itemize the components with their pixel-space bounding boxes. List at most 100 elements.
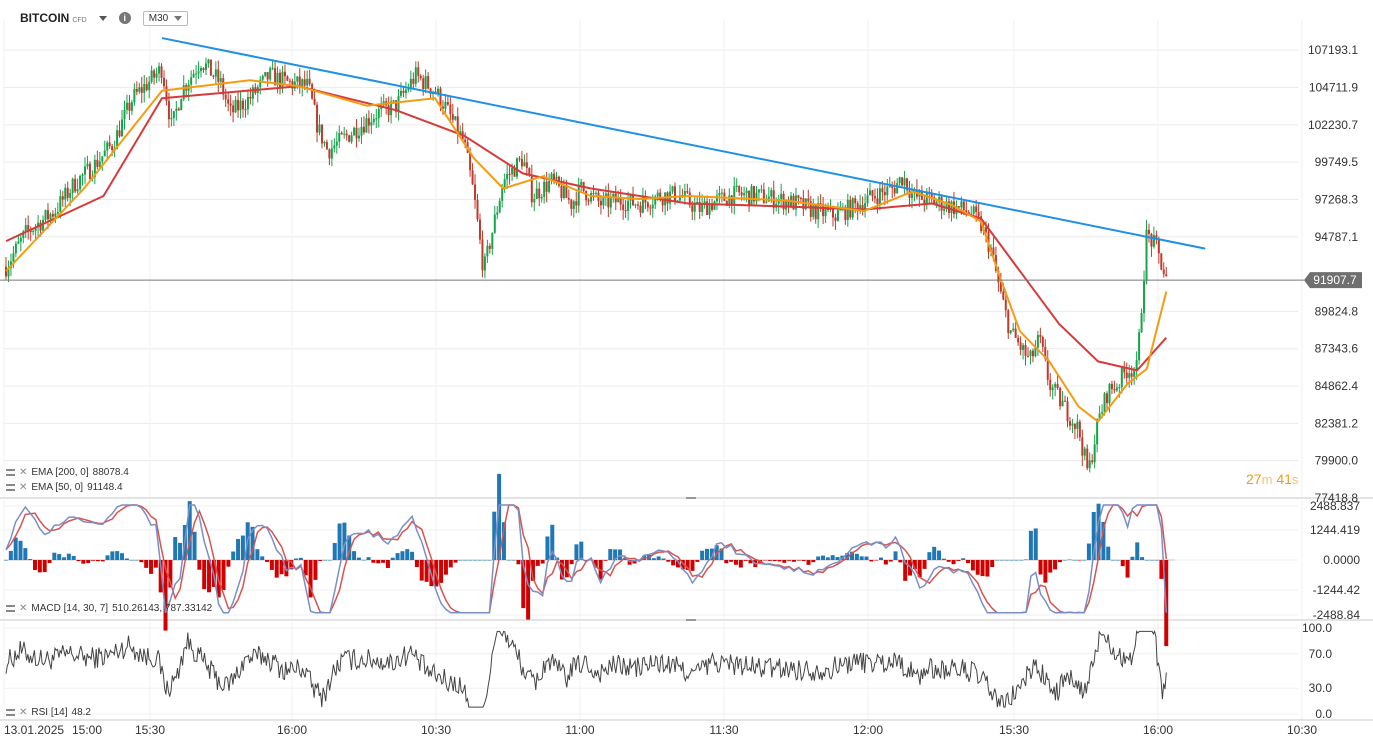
candle-body [530, 174, 533, 203]
candle-body [1076, 421, 1079, 429]
macd-histogram-bar [903, 560, 908, 581]
macd-histogram-bar [521, 560, 526, 609]
price-tick-label: 104711.9 [1309, 81, 1358, 95]
candle-body [325, 142, 328, 150]
macd-histogram-bar [443, 560, 448, 575]
candle-body [83, 166, 86, 175]
candle-body [743, 193, 746, 196]
candle-body [525, 162, 528, 168]
candle-body [878, 188, 881, 205]
candle-body [165, 86, 168, 101]
candle-body [1017, 337, 1020, 343]
close-icon[interactable]: ✕ [19, 467, 28, 478]
candle-body [17, 241, 20, 244]
close-icon[interactable]: ✕ [19, 482, 28, 493]
candle-body [375, 118, 378, 120]
candle-body [755, 192, 758, 202]
macd-histogram-bar [874, 560, 879, 561]
candle-body [407, 88, 410, 90]
timeframe-select[interactable]: M30 [142, 10, 189, 26]
candle-body [437, 88, 440, 94]
macd-histogram-bar [738, 560, 743, 568]
macd-histogram-bar [453, 560, 458, 563]
candle-body [1093, 444, 1096, 463]
candle-body [116, 130, 119, 149]
symbol-name[interactable]: BITCOIN [20, 11, 70, 25]
candle-body [246, 96, 249, 110]
rsi-legend: ✕ RSI [14] 48.2 [6, 707, 91, 718]
candle-body [730, 195, 733, 206]
macd-histogram-bar [1140, 557, 1145, 560]
close-icon[interactable]: ✕ [19, 603, 28, 614]
macd-histogram-bar [1091, 511, 1096, 560]
candle-body [952, 201, 955, 215]
candle-body [906, 178, 909, 191]
candle-body [520, 158, 523, 167]
candle-body [506, 174, 509, 180]
candle-body [79, 175, 82, 190]
macd-histogram-bar [622, 557, 627, 560]
macd-histogram-bar [927, 552, 932, 560]
candle-body [827, 208, 830, 211]
macd-histogram-bar [298, 557, 303, 560]
candle-body [234, 99, 237, 113]
settings-icon[interactable] [6, 709, 15, 716]
candle-body [854, 198, 857, 204]
settings-icon[interactable] [6, 484, 15, 491]
candle-body [1125, 372, 1128, 378]
macd-histogram-bar [255, 549, 260, 560]
macd-histogram-bar [584, 560, 589, 561]
candle-body [960, 201, 963, 208]
macd-histogram-bar [825, 557, 830, 560]
candle-body [975, 206, 978, 212]
candle-body [898, 177, 901, 184]
candle-body [639, 205, 642, 213]
candle-body [454, 116, 457, 120]
ema50-legend: ✕ EMA [50, 0] 91148.4 [6, 482, 123, 493]
info-icon[interactable]: i [118, 12, 131, 24]
candle-body [1157, 239, 1160, 254]
candle-body [1014, 328, 1017, 338]
settings-icon[interactable] [6, 605, 15, 612]
candle-body [214, 69, 217, 77]
candle-body [232, 105, 235, 113]
candle-body [1143, 280, 1146, 314]
candle-body [197, 71, 200, 74]
candle-body [891, 185, 894, 189]
macd-histogram-bar [178, 542, 183, 560]
rsi-value: 48.2 [71, 707, 91, 718]
candle-body [1108, 383, 1111, 404]
candle-body [1059, 388, 1062, 407]
macd-values: 510.26143, 787.33142 [112, 603, 213, 614]
macd-histogram-bar [990, 560, 995, 568]
candle-body [861, 205, 864, 211]
macd-histogram-bar [627, 560, 632, 565]
candle-body [269, 68, 272, 80]
macd-histogram-bar [1154, 560, 1159, 561]
candle-body [770, 190, 773, 197]
candle-body [217, 69, 220, 82]
ema200-label: EMA [200, 0] [31, 467, 89, 478]
macd-histogram-bar [1062, 560, 1067, 561]
macd-histogram-bar [995, 560, 1000, 561]
candle-body [377, 108, 380, 119]
macd-histogram-bar [71, 555, 76, 560]
candle-body [1147, 229, 1150, 235]
macd-histogram-bar [289, 560, 294, 570]
candle-body [1056, 384, 1059, 389]
candle-body [511, 167, 514, 175]
candle-body [464, 139, 467, 143]
candle-body [76, 189, 79, 192]
macd-histogram-bar [57, 554, 62, 560]
symbol-dropdown-icon[interactable] [98, 15, 107, 21]
macd-histogram-bar [197, 560, 202, 570]
settings-icon[interactable] [6, 469, 15, 476]
macd-histogram-bar [95, 560, 100, 562]
candle-body [799, 198, 802, 200]
candle-body [822, 204, 825, 217]
candle-body [711, 203, 714, 210]
candle-body [140, 87, 143, 93]
candle-body [893, 188, 896, 194]
close-icon[interactable]: ✕ [19, 707, 28, 718]
